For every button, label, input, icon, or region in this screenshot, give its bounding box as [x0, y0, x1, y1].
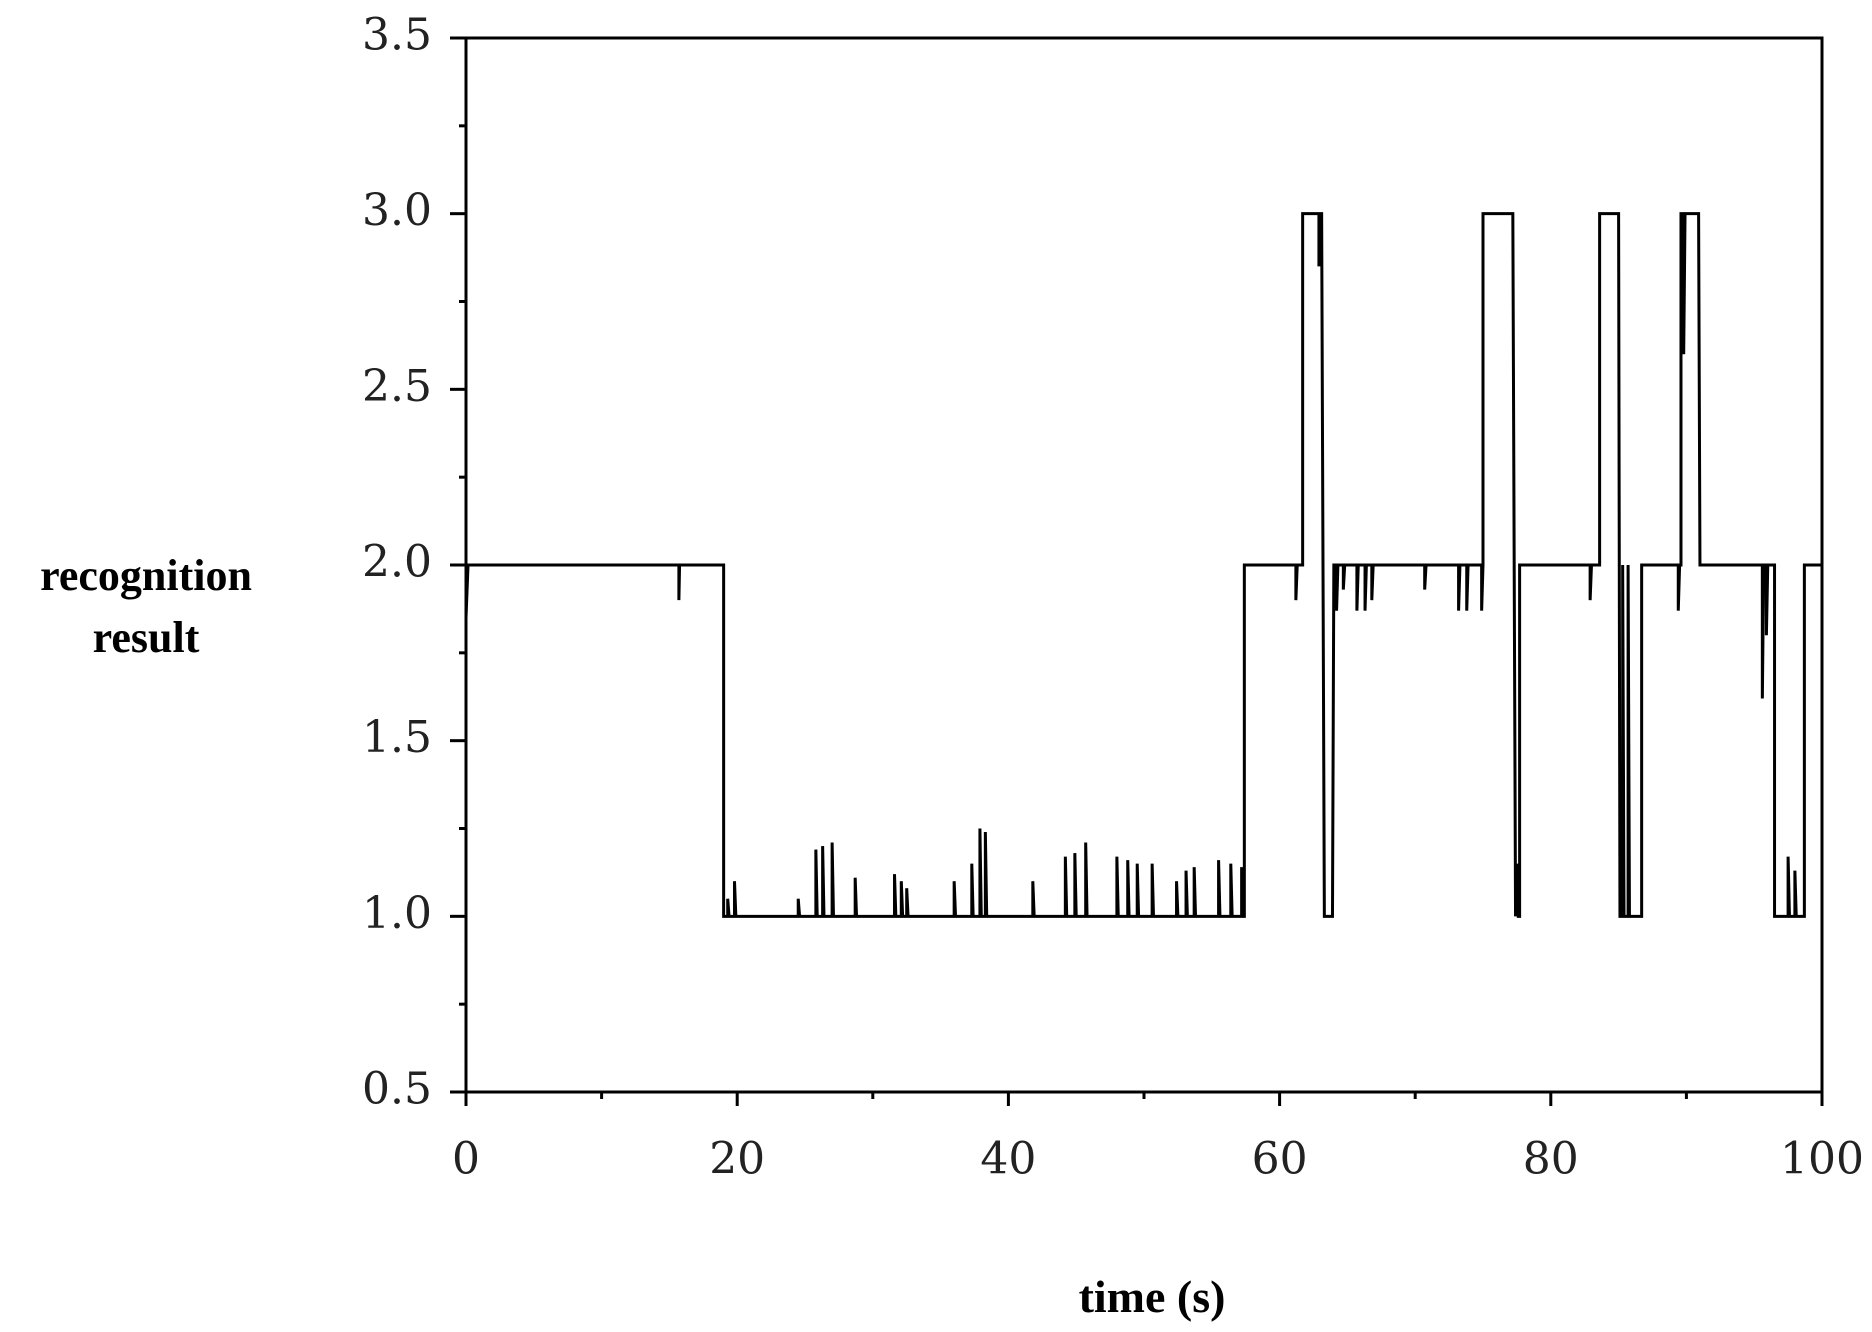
y-tick-label: 2.5 — [362, 361, 432, 412]
y-tick-label: 0.5 — [362, 1064, 432, 1115]
x-tick-label: 20 — [709, 1134, 765, 1185]
x-tick-label: 100 — [1780, 1134, 1864, 1185]
y-tick-label: 1.5 — [362, 712, 432, 763]
x-tick-label: 60 — [1252, 1134, 1308, 1185]
data-line — [464, 212, 1822, 918]
x-tick-label: 0 — [452, 1134, 480, 1185]
x-axis-label: time (s) — [1078, 1271, 1226, 1322]
y-tick-label: 3.5 — [362, 10, 432, 61]
y-tick-label: 3.0 — [362, 185, 432, 236]
y-tick-label: 2.0 — [362, 537, 432, 588]
x-tick-label: 40 — [980, 1134, 1036, 1185]
x-tick-label: 80 — [1523, 1134, 1579, 1185]
y-tick-label: 1.0 — [362, 888, 432, 939]
y-axis-label: recognition result — [40, 551, 252, 662]
